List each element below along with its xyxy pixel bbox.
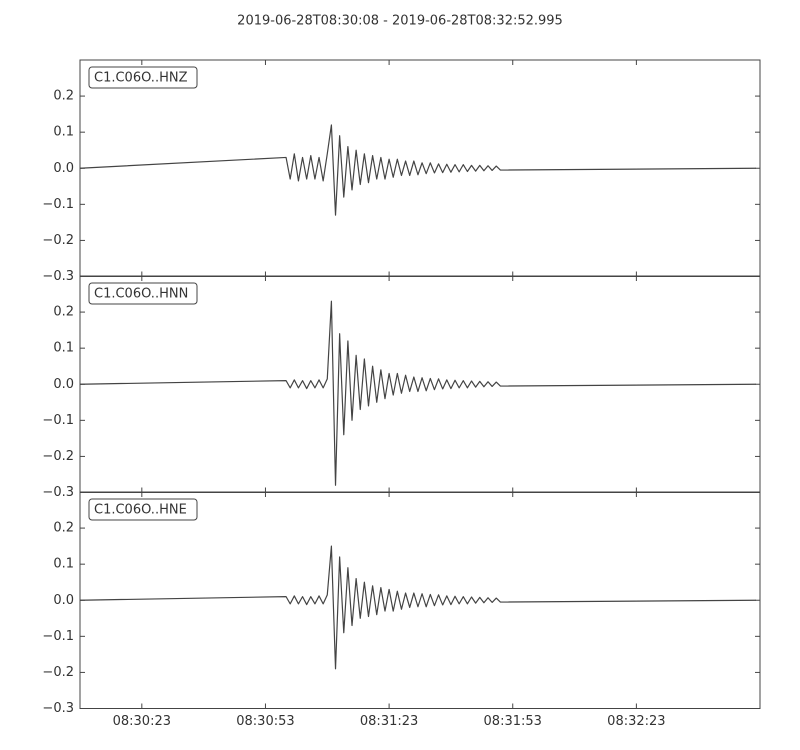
panel: [80, 300, 756, 486]
trace-label: C1.C06O..HNE: [94, 503, 187, 518]
label-box: [88, 498, 198, 521]
label-box: [88, 282, 198, 305]
panel-frame: [79, 491, 761, 709]
panel: [80, 124, 756, 216]
x-tick-label: 08:30:23: [113, 714, 171, 729]
y-tick-label: −0.3: [42, 269, 74, 284]
x-tick-label: 08:31:23: [360, 714, 418, 729]
trace-label: C1.C06O..HNN: [94, 287, 188, 302]
y-tick-label: 0.0: [53, 377, 74, 392]
y-tick-label: −0.3: [42, 485, 74, 500]
y-tick-label: −0.2: [42, 665, 74, 680]
panel: [80, 545, 756, 670]
trace-label: C1.C06O..HNZ: [94, 71, 188, 86]
y-tick-label: 0.1: [53, 557, 74, 572]
figure-title: 2019-06-28T08:30:08 - 2019-06-28T08:32:5…: [237, 14, 563, 29]
y-tick-label: 0.2: [53, 89, 74, 104]
x-tick-label: 08:31:53: [484, 714, 542, 729]
y-tick-label: −0.1: [42, 629, 74, 644]
waveform: [80, 300, 756, 486]
y-tick-label: −0.2: [42, 449, 74, 464]
waveform: [80, 545, 756, 670]
y-tick-label: −0.1: [42, 197, 74, 212]
y-tick-label: −0.3: [42, 701, 74, 716]
y-tick-label: 0.1: [53, 125, 74, 140]
x-tick-label: 08:32:23: [607, 714, 665, 729]
y-tick-label: −0.2: [42, 233, 74, 248]
x-tick-label: 08:30:53: [236, 714, 294, 729]
y-tick-label: 0.2: [53, 521, 74, 536]
y-tick-label: 0.0: [53, 593, 74, 608]
y-tick-label: 0.0: [53, 161, 74, 176]
y-tick-label: 0.1: [53, 341, 74, 356]
y-tick-label: −0.1: [42, 413, 74, 428]
y-tick-label: 0.2: [53, 305, 74, 320]
waveform: [80, 124, 756, 216]
label-box: [88, 66, 198, 89]
